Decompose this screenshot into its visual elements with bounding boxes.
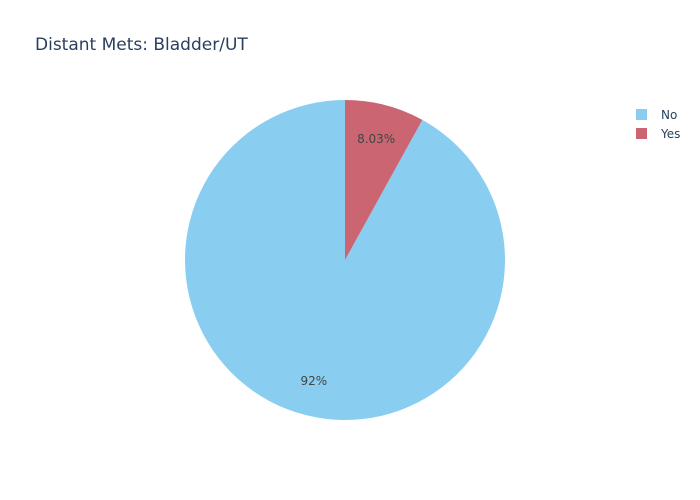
pie-slices bbox=[185, 100, 505, 420]
legend-item-no[interactable]: No bbox=[636, 108, 677, 122]
pie-slice-label-no: 92% bbox=[301, 374, 328, 388]
pie-slice-label-yes: 8.03% bbox=[357, 132, 395, 146]
legend-label-no: No bbox=[661, 108, 677, 122]
chart-title: Distant Mets: Bladder/UT bbox=[35, 35, 248, 55]
legend-swatch-no bbox=[636, 109, 647, 120]
legend-swatch-yes bbox=[636, 128, 647, 139]
legend-label-yes: Yes bbox=[660, 127, 680, 141]
legend: No Yes bbox=[636, 108, 680, 141]
pie-slice-yes[interactable] bbox=[345, 100, 423, 260]
pie-slice-labels: 92% 8.03% bbox=[301, 132, 396, 388]
legend-item-yes[interactable]: Yes bbox=[636, 127, 680, 141]
